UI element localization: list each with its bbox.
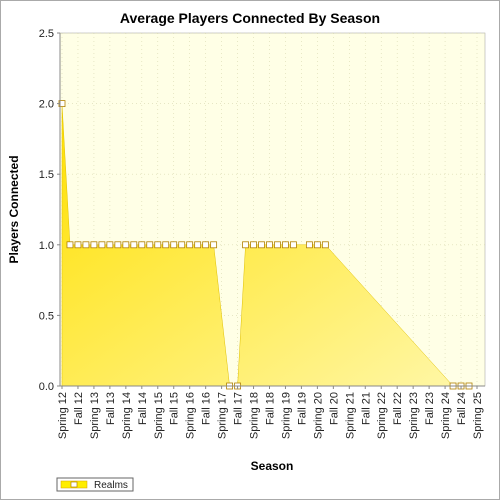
x-tick-label: Fall 24 — [456, 392, 468, 425]
data-point — [274, 241, 281, 249]
x-tick-label: Fall 14 — [137, 392, 149, 425]
x-tick-label: Fall 21 — [360, 392, 372, 425]
x-tick-label: Fall 18 — [265, 392, 277, 425]
data-point — [66, 241, 74, 249]
data-point — [154, 241, 162, 249]
data-point — [242, 241, 249, 249]
x-tick-label: Spring 14 — [121, 392, 133, 439]
x-tick-label: Fall 19 — [296, 392, 308, 425]
data-point — [282, 241, 289, 249]
x-tick-label: Spring 20 — [312, 392, 324, 439]
data-point — [266, 241, 273, 249]
x-tick-label: Spring 25 — [472, 392, 484, 439]
y-tick-label: 2.5 — [39, 28, 54, 40]
data-point — [194, 241, 202, 249]
data-point — [146, 241, 154, 249]
y-tick-label: 1.5 — [39, 169, 54, 181]
x-tick-label: Spring 17 — [217, 392, 229, 439]
data-point — [321, 241, 329, 249]
x-tick-label: Fall 20 — [328, 392, 340, 425]
data-point — [90, 241, 98, 249]
data-point — [98, 241, 106, 249]
x-tick-label: Fall 17 — [233, 392, 245, 425]
data-point — [114, 241, 122, 249]
data-point — [210, 241, 218, 249]
data-point — [313, 241, 321, 249]
data-point — [290, 241, 297, 249]
data-point — [122, 241, 130, 249]
x-tick-label: Spring 23 — [408, 392, 420, 439]
x-tick-label: Fall 12 — [73, 392, 85, 425]
y-tick-label: 2.0 — [39, 99, 54, 111]
x-tick-label: Spring 16 — [185, 392, 197, 439]
data-point — [306, 241, 313, 249]
legend-label-realms: Realms — [94, 480, 128, 491]
data-point — [258, 241, 265, 249]
x-tick-label: Spring 22 — [376, 392, 388, 439]
data-point — [162, 241, 170, 249]
data-point — [106, 241, 114, 249]
y-tick-label: 0.0 — [39, 381, 54, 393]
gridlines — [60, 32, 485, 387]
legend-marker — [70, 481, 78, 488]
data-point — [138, 241, 146, 249]
data-point — [250, 241, 257, 249]
chart-title: Average Players Connected By Season — [120, 10, 380, 26]
y-axis: 0.0 0.5 1.0 1.5 2.0 2.5 — [39, 28, 61, 393]
x-tick-label: Spring 13 — [89, 392, 101, 439]
data-point — [170, 241, 178, 249]
y-tick-label: 0.5 — [39, 310, 54, 322]
x-tick-label: Spring 19 — [280, 392, 292, 439]
data-point — [74, 241, 82, 249]
x-tick-label: Fall 16 — [201, 392, 213, 425]
data-point — [178, 241, 186, 249]
x-tick-label: Spring 24 — [440, 392, 452, 439]
y-axis-label: Players Connected — [7, 155, 21, 263]
x-axis: Spring 12 Fall 12 Spring 13 Fall 13 Spring 1… — [57, 385, 485, 439]
data-point — [202, 241, 210, 249]
data-point — [130, 241, 138, 249]
data-point — [82, 241, 90, 249]
x-tick-label: Fall 15 — [169, 392, 181, 425]
x-tick-label: Spring 12 — [57, 392, 69, 439]
x-tick-label: Spring 18 — [249, 392, 261, 439]
data-point — [186, 241, 194, 249]
x-tick-label: Fall 22 — [392, 392, 404, 425]
y-tick-label: 1.0 — [39, 240, 54, 252]
x-tick-label: Fall 13 — [105, 392, 117, 425]
x-tick-label: Spring 21 — [344, 392, 356, 439]
x-tick-label: Fall 23 — [424, 392, 436, 425]
legend: Realms — [56, 477, 134, 492]
x-tick-label: Spring 15 — [153, 392, 165, 439]
x-axis-label: Season — [251, 459, 294, 473]
